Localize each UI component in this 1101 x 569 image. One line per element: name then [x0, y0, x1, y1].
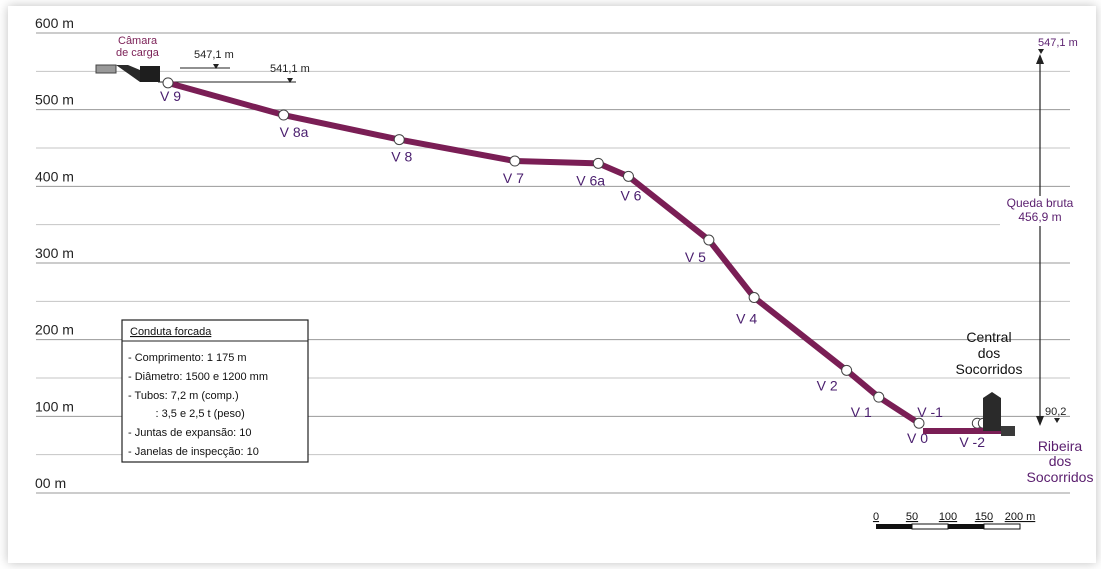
legend-item: - Juntas de expansão: 10	[128, 427, 252, 439]
vertex-label: V 8a	[280, 124, 309, 140]
penstock-vertex	[622, 170, 634, 182]
gross-head-label-line1: Queda bruta	[1007, 196, 1074, 210]
vertex-label: V 0	[907, 430, 928, 446]
river-label-line2: dos	[1049, 453, 1072, 469]
level-label-547-1: 547,1 m	[194, 49, 234, 61]
penstock-vertices	[162, 77, 989, 429]
penstock-profile-diagram: 600 m 500 m 400 m 300 m 200 m 100 m 00 m…	[35, 15, 1094, 530]
penstock-vertex	[393, 134, 405, 146]
penstock-vertex	[278, 109, 290, 121]
vertex-label: V -1	[917, 404, 943, 420]
vertex-label: V 5	[685, 249, 706, 265]
vertex-label: V -2	[959, 434, 985, 450]
station-label-line2: dos	[978, 345, 1001, 361]
y-tick-label-300: 300 m	[35, 245, 74, 261]
station-label-line3: Socorridos	[956, 361, 1023, 377]
level-label-547-1-right: 547,1 m	[1038, 37, 1078, 49]
gross-head-label-line2: 456,9 m	[1018, 210, 1061, 224]
y-tick-label-200: 200 m	[35, 322, 74, 338]
intake-structure	[95, 64, 160, 82]
legend-item: - Comprimento: 1 175 m	[128, 352, 247, 364]
penstock-vertex	[748, 292, 760, 303]
level-label-90-2: 90,2	[1045, 406, 1066, 418]
y-tick-label-100: 100 m	[35, 398, 74, 414]
y-tick-label-600: 600 m	[35, 15, 74, 31]
tail-level-marker	[1054, 418, 1060, 423]
legend-item: : 3,5 e 2,5 t (peso)	[128, 408, 245, 420]
vertex-label: V 7	[503, 170, 524, 186]
scale-tick-150: 150	[975, 511, 993, 523]
level-label-541-1: 541,1 m	[270, 63, 310, 75]
penstock-vertex	[162, 77, 174, 89]
vertex-label: V 2	[817, 377, 838, 393]
penstock-vertex	[703, 234, 715, 246]
diagram-frame: 600 m 500 m 400 m 300 m 200 m 100 m 00 m…	[8, 6, 1096, 563]
penstock-legend: Conduta forcada - Comprimento: 1 175 m -…	[121, 319, 309, 463]
scale-bar: 0 50 100 150 200 m	[873, 511, 1036, 530]
vertex-label: V 1	[851, 404, 872, 420]
vertex-label: V 4	[736, 311, 757, 327]
scale-tick-0: 0	[873, 511, 879, 523]
penstock-vertex	[592, 157, 604, 169]
vertex-label: V 6	[620, 187, 641, 203]
power-station-building	[983, 392, 1015, 436]
vertex-label: V 9	[160, 88, 181, 104]
vertex-label: V 6a	[576, 172, 605, 188]
scale-tick-50: 50	[906, 511, 918, 523]
penstock-vertex	[509, 155, 521, 167]
river-label-line3: Socorridos	[1027, 469, 1094, 485]
vertex-label: V 8	[391, 149, 412, 165]
vertex-labels: V 9 V 8a V 8 V 7 V 6a V 6 V 5 V 4 V 2 V 1 V 0 V -1 V…	[160, 88, 985, 450]
legend-item: - Tubos: 7,2 m (comp.)	[128, 390, 239, 402]
y-axis-labels: 600 m 500 m 400 m 300 m 200 m 100 m 00 m	[35, 15, 74, 491]
penstock-vertex	[841, 364, 853, 376]
river-label-line1: Ribeira	[1038, 438, 1083, 454]
y-tick-label-400: 400 m	[35, 168, 74, 184]
intake-label-line2: de carga	[116, 47, 160, 59]
water-level-marker-second	[158, 78, 296, 83]
water-level-marker-top	[180, 64, 230, 69]
gross-head-arrow	[1036, 54, 1044, 426]
legend-item: - Diâmetro: 1500 e 1200 mm	[128, 371, 268, 383]
scale-tick-100: 100	[939, 511, 957, 523]
penstock-vertex	[913, 417, 925, 429]
y-tick-label-500: 500 m	[35, 92, 74, 108]
scale-tick-200: 200 m	[1005, 511, 1036, 523]
y-tick-label-0: 00 m	[35, 475, 66, 491]
level-marker-right	[1038, 49, 1044, 54]
legend-title: Conduta forcada	[130, 326, 212, 338]
penstock-vertex	[873, 391, 885, 403]
station-label-line1: Central	[966, 329, 1011, 345]
intake-label-line1: Câmara	[118, 35, 158, 47]
legend-item: - Janelas de inspecção: 10	[128, 446, 259, 458]
